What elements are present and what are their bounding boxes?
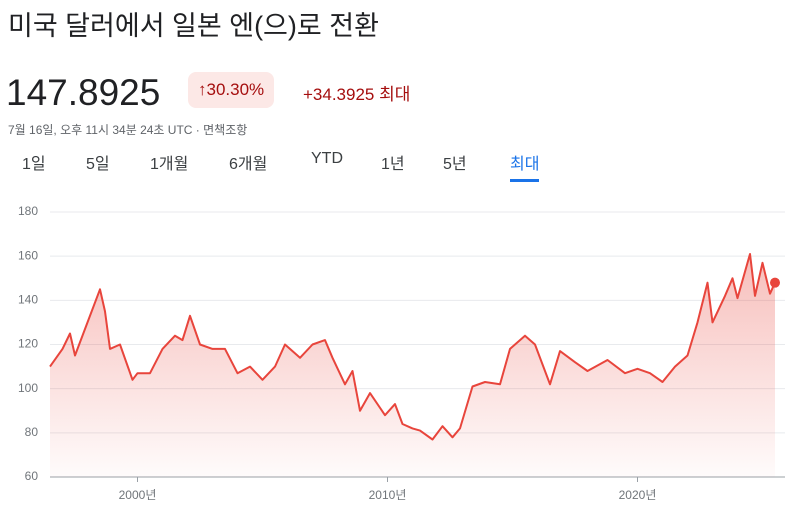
period: 최대	[379, 85, 411, 104]
tab[interactable]: 1일	[22, 156, 46, 173]
tab[interactable]: 5일	[86, 156, 110, 173]
x-tick-label: 2000년	[119, 488, 157, 502]
tab[interactable]: 1개월	[150, 156, 189, 173]
price: 147.8925	[6, 72, 161, 113]
line	[49, 253, 776, 441]
tab[interactable]: 6개월	[229, 156, 268, 173]
y-tick-label: 140	[18, 293, 38, 307]
area	[50, 254, 775, 477]
x-tick-label: 2010년	[369, 488, 407, 502]
last-point	[770, 277, 780, 288]
change-percent: 30.30%	[206, 80, 265, 99]
y-tick-label: 80	[25, 425, 39, 439]
arrow-icon: ↑	[198, 80, 207, 99]
x-tick-label: 2020년	[619, 488, 657, 502]
change: +34.3925 최대	[303, 80, 410, 105]
tab[interactable]: 5년	[443, 156, 467, 173]
y-tick-label: 160	[18, 248, 38, 262]
change-value: +34.3925	[303, 85, 375, 104]
tab[interactable]: 1년	[381, 156, 405, 173]
tab[interactable]: YTD	[311, 150, 343, 167]
y-tick-label: 180	[18, 204, 38, 218]
change-badge: ↑30.30%	[188, 72, 275, 108]
timestamp: 7월 16일, 오후 11시 34분 24초 UTC · 면책조항	[8, 123, 248, 137]
y-tick-label: 100	[18, 381, 38, 395]
tab[interactable]: 최대	[510, 150, 540, 182]
y-tick-label: 120	[18, 337, 38, 351]
title: 미국 달러에서 일본 엔(으)로 전환	[8, 11, 379, 41]
y-tick-label: 60	[25, 469, 39, 483]
